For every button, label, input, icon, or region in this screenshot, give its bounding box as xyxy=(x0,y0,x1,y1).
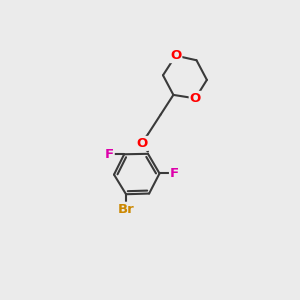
Text: F: F xyxy=(105,148,114,161)
Text: Br: Br xyxy=(118,203,134,216)
Text: O: O xyxy=(136,137,148,150)
Text: O: O xyxy=(190,92,201,105)
Text: F: F xyxy=(170,167,179,180)
Text: O: O xyxy=(170,49,181,62)
